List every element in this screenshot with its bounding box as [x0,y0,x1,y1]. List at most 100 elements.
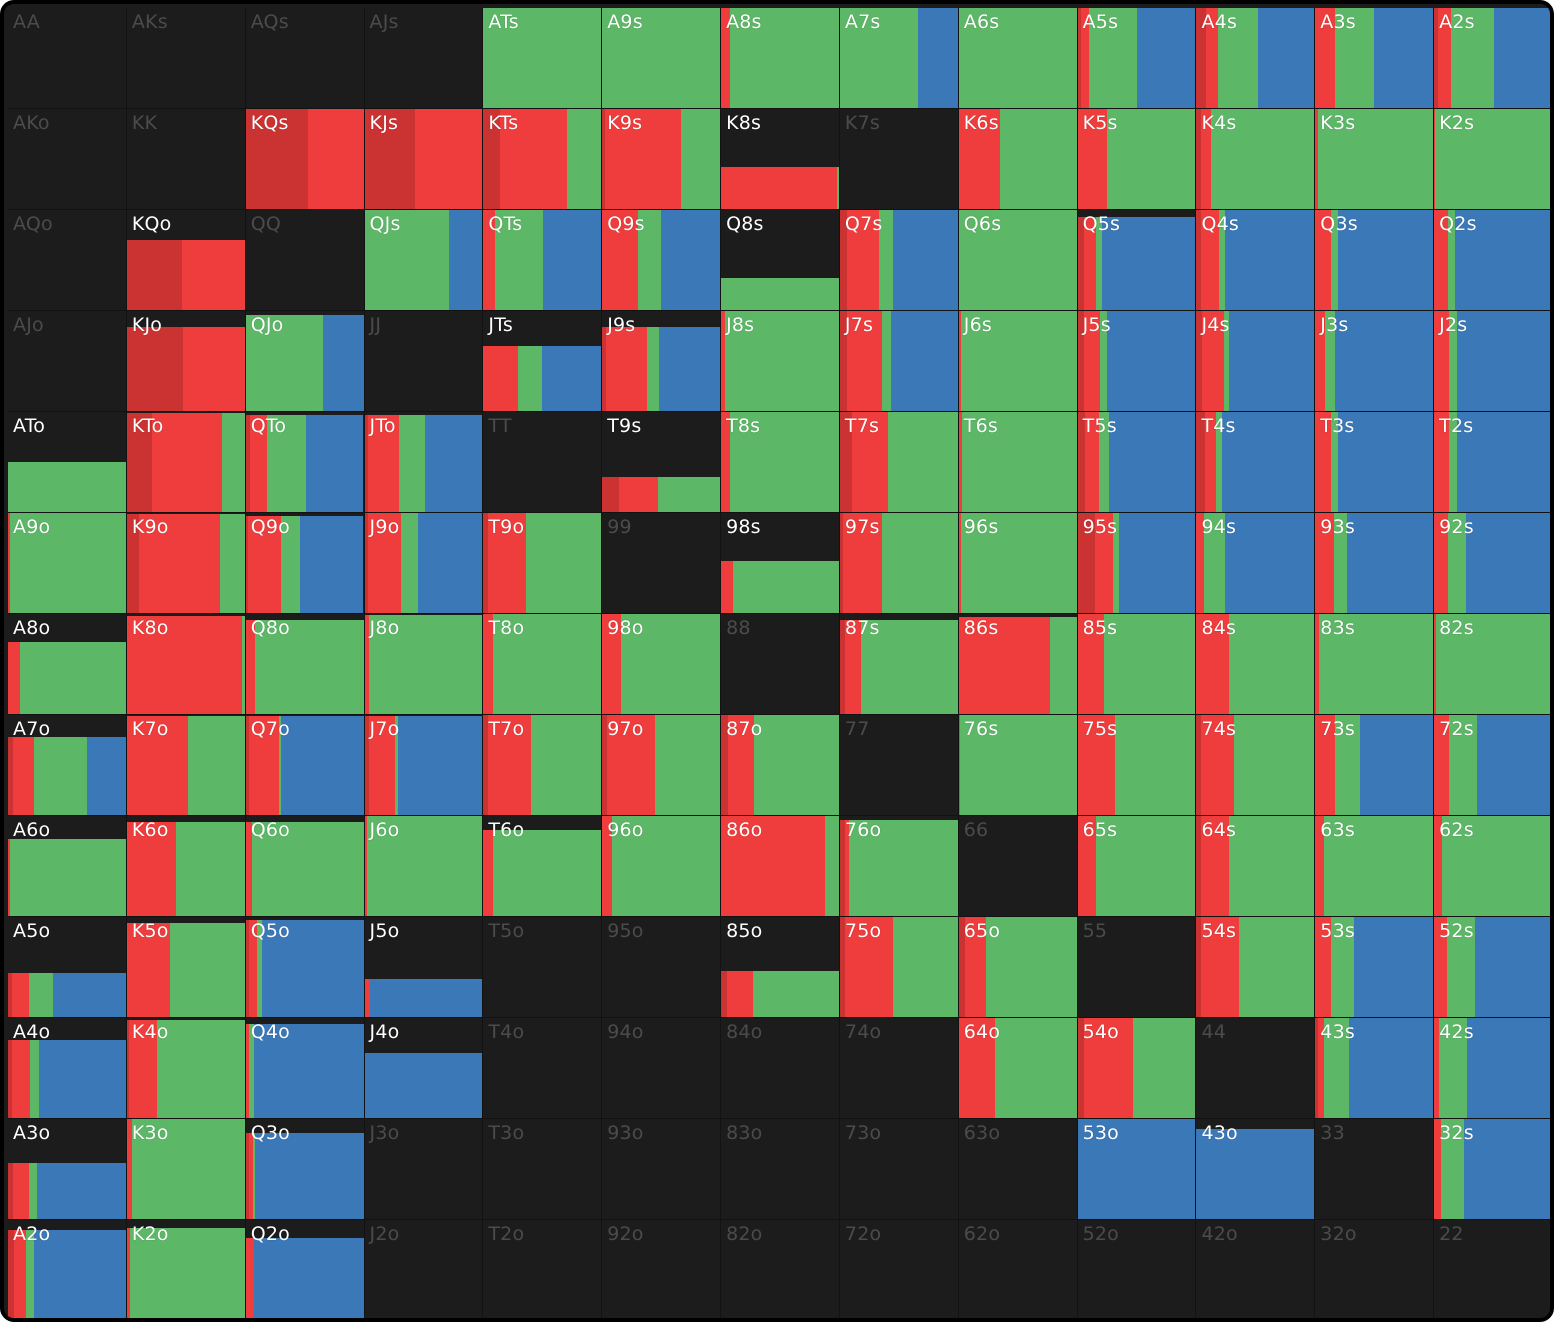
hand-cell[interactable]: T3o [483,1119,603,1220]
hand-cell[interactable]: 94o [602,1018,722,1119]
hand-cell[interactable]: 82o [721,1220,840,1318]
hand-cell[interactable]: T4o [483,1018,603,1119]
hand-cell[interactable]: AJs [364,8,484,109]
hand-cell[interactable]: 44 [1196,1018,1316,1119]
hand-cell[interactable]: 52s [1434,917,1550,1018]
hand-cell[interactable]: 99 [602,513,722,614]
hand-cell[interactable]: T7o [483,715,603,816]
hand-cell[interactable]: J5o [364,917,484,1018]
hand-cell[interactable]: 22 [1434,1220,1550,1318]
hand-cell[interactable]: 85o [721,917,840,1018]
hand-cell[interactable]: K8s [721,109,840,210]
hand-cell[interactable]: J7s [839,311,959,412]
hand-cell[interactable]: K8o [126,614,246,715]
hand-cell[interactable]: 53s [1315,917,1435,1018]
hand-cell[interactable]: 43o [1196,1119,1316,1220]
hand-cell[interactable]: 76o [839,816,959,917]
hand-cell[interactable]: 87s [839,614,959,715]
hand-cell[interactable]: 75s [1077,715,1197,816]
hand-cell[interactable]: 97s [839,513,959,614]
hand-cell[interactable]: A6s [958,8,1078,109]
hand-cell[interactable]: 42o [1196,1220,1316,1318]
hand-cell[interactable]: 84s [1196,614,1316,715]
hand-cell[interactable]: AJo [8,311,127,412]
hand-cell[interactable]: 83s [1315,614,1435,715]
hand-cell[interactable]: J5s [1077,311,1197,412]
hand-cell[interactable]: J2o [364,1220,484,1318]
hand-cell[interactable]: 62s [1434,816,1550,917]
hand-cell[interactable]: Q5o [245,917,365,1018]
hand-cell[interactable]: A9s [602,8,722,109]
hand-cell[interactable]: 86s [958,614,1078,715]
hand-cell[interactable]: T8s [721,412,840,513]
hand-cell[interactable]: 54s [1196,917,1316,1018]
hand-cell[interactable]: Q2o [245,1220,365,1318]
hand-cell[interactable]: T5s [1077,412,1197,513]
hand-cell[interactable]: J3o [364,1119,484,1220]
hand-cell[interactable]: Q6s [958,210,1078,311]
hand-cell[interactable]: T8o [483,614,603,715]
hand-cell[interactable]: 85s [1077,614,1197,715]
hand-cell[interactable]: A3o [8,1119,127,1220]
hand-cell[interactable]: 87o [721,715,840,816]
hand-cell[interactable]: 66 [958,816,1078,917]
hand-cell[interactable]: 97o [602,715,722,816]
hand-cell[interactable]: J3s [1315,311,1435,412]
hand-cell[interactable]: KQo [126,210,246,311]
hand-cell[interactable]: KK [126,109,246,210]
hand-cell[interactable]: A4o [8,1018,127,1119]
hand-cell[interactable]: J4o [364,1018,484,1119]
hand-cell[interactable]: 62o [958,1220,1078,1318]
hand-cell[interactable]: 43s [1315,1018,1435,1119]
hand-cell[interactable]: 65o [958,917,1078,1018]
hand-cell[interactable]: 92s [1434,513,1550,614]
hand-cell[interactable]: J2s [1434,311,1550,412]
hand-cell[interactable]: 74o [839,1018,959,1119]
hand-cell[interactable]: 84o [721,1018,840,1119]
hand-cell[interactable]: AQo [8,210,127,311]
hand-cell[interactable]: A9o [8,513,127,614]
hand-cell[interactable]: 63s [1315,816,1435,917]
hand-cell[interactable]: J8s [721,311,840,412]
hand-cell[interactable]: QTo [245,412,365,513]
hand-cell[interactable]: 77 [839,715,959,816]
hand-cell[interactable]: Q5s [1077,210,1197,311]
hand-cell[interactable]: K9o [126,513,246,614]
hand-cell[interactable]: 64o [958,1018,1078,1119]
hand-cell[interactable]: Q8o [245,614,365,715]
hand-cell[interactable]: 96o [602,816,722,917]
hand-cell[interactable]: AQs [245,8,365,109]
hand-cell[interactable]: K7o [126,715,246,816]
hand-cell[interactable]: 33 [1315,1119,1435,1220]
hand-cell[interactable]: J6s [958,311,1078,412]
hand-cell[interactable]: AA [8,8,127,109]
hand-cell[interactable]: 52o [1077,1220,1197,1318]
hand-cell[interactable]: T2o [483,1220,603,1318]
hand-cell[interactable]: JTs [483,311,603,412]
hand-cell[interactable]: QQ [245,210,365,311]
hand-cell[interactable]: KJs [364,109,484,210]
hand-cell[interactable]: 32o [1315,1220,1435,1318]
hand-cell[interactable]: T5o [483,917,603,1018]
hand-cell[interactable]: 98o [602,614,722,715]
hand-cell[interactable]: KTs [483,109,603,210]
hand-cell[interactable]: Q8s [721,210,840,311]
hand-cell[interactable]: A2s [1434,8,1550,109]
hand-cell[interactable]: T7s [839,412,959,513]
hand-cell[interactable]: 75o [839,917,959,1018]
hand-cell[interactable]: T6s [958,412,1078,513]
hand-cell[interactable]: 93o [602,1119,722,1220]
hand-cell[interactable]: K2s [1434,109,1550,210]
hand-cell[interactable]: Q4s [1196,210,1316,311]
hand-cell[interactable]: K9s [602,109,722,210]
hand-cell[interactable]: TT [483,412,603,513]
hand-cell[interactable]: A8s [721,8,840,109]
hand-cell[interactable]: KQs [245,109,365,210]
hand-cell[interactable]: 82s [1434,614,1550,715]
hand-cell[interactable]: T3s [1315,412,1435,513]
hand-cell[interactable]: K2o [126,1220,246,1318]
hand-cell[interactable]: J8o [364,614,484,715]
hand-cell[interactable]: A3s [1315,8,1435,109]
hand-cell[interactable]: 73s [1315,715,1435,816]
hand-cell[interactable]: KJo [126,311,246,412]
